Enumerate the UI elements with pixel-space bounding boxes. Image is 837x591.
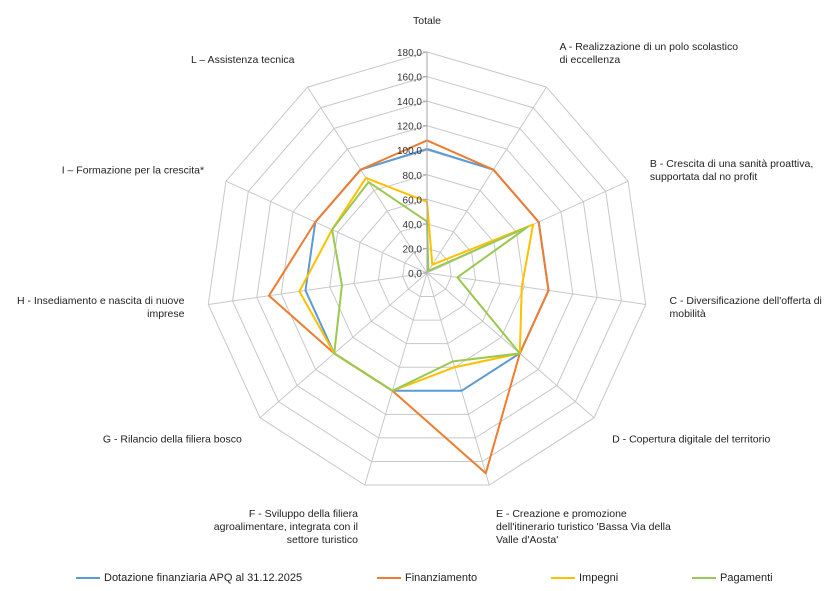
radial-tick-labels: 0,0 20,0 40,0 60,0 80,0 100,0 120,0 140,0 160,0 1… [397,48,428,280]
grid-ring [207,51,647,486]
category-label: L – Assistenza tecnica [191,54,295,66]
grid-ring [377,223,477,321]
category-label: H - Insediamento e nascita di nuove impre… [17,295,185,320]
category-label: G - Rilancio della filiera bosco [103,433,242,445]
grid-spoke [426,86,547,274]
tick-label: 160,0 [397,73,422,84]
legend-swatch [551,577,575,579]
grid-ring [256,100,598,439]
tick-label: 180,0 [397,48,422,59]
grid-spoke [307,86,428,274]
grid-spoke [426,272,646,305]
category-label: B - Crescita di una sanità proattiva, sup… [650,158,813,183]
grid-ring [232,76,622,462]
tick-label: 120,0 [397,122,422,133]
category-label: I – Formazione per la crescita* [62,165,204,177]
tick-label: 40,0 [403,220,423,231]
grid-ring [329,174,525,368]
legend-label: Pagamenti [720,572,773,584]
category-label: D - Copertura digitale del territorio [612,433,770,445]
legend-entry: Pagamenti [692,568,773,588]
legend-swatch [692,577,716,579]
legend-entry: Impegni [551,568,618,588]
radar-series [268,139,550,475]
legend-label: Dotazione finanziaria APQ al 31.12.2025 [104,572,303,584]
category-label: Totale [413,15,441,27]
grid-spoke [426,272,595,419]
legend-label: Finanziamento [405,572,478,584]
category-labels: Totale A - Realizzazione di un polo scola… [17,15,822,546]
grid-spoke [225,180,428,274]
grid-ring [353,198,501,345]
category-label: F - Sviluppo della filiera agroalimentare… [214,508,358,546]
series-line [331,181,529,392]
series-line [298,176,535,392]
grid-ring [280,125,574,415]
legend-label: Impegni [579,572,619,584]
grid-spoke [208,272,428,305]
category-label: A - Realizzazione di un polo scolastico d… [559,41,738,66]
tick-label: 80,0 [403,171,423,182]
category-label: E - Creazione e promozione dell'itinerari… [496,508,671,546]
tick-label: 60,0 [403,195,423,206]
legend-entry: Dotazione finanziaria APQ al 31.12.2025 [76,568,302,588]
legend-swatch [76,577,100,579]
series-line [268,139,550,475]
category-label: C - Diversificazione dell'offerta di mobi… [670,295,822,320]
chart-legend: Dotazione finanziaria APQ al 31.12.2025 F… [0,568,837,588]
tick-label: 140,0 [397,97,422,108]
legend-entry: Finanziamento [377,568,477,588]
tick-label: 20,0 [403,244,423,255]
grid-ring [402,247,452,298]
grid-spoke [364,272,428,486]
grid-spoke [259,272,428,419]
tick-label: 100,0 [397,146,422,157]
tick-label: 0,0 [408,269,422,280]
legend-swatch [377,577,401,579]
grid-spoke [426,272,490,486]
